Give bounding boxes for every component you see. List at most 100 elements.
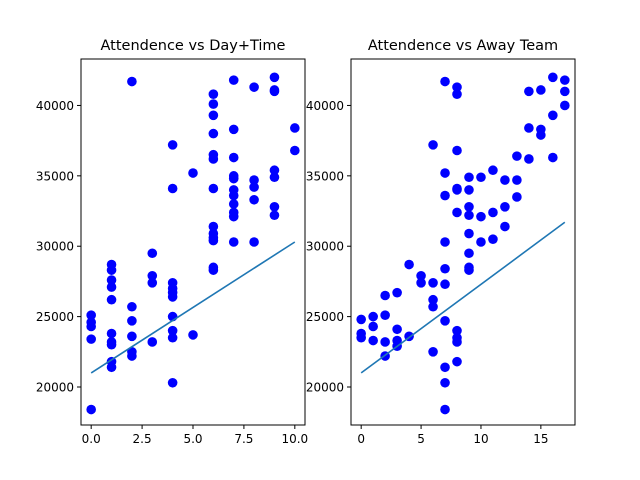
x-tick-label: 10.0 — [281, 432, 308, 446]
y-tick-label: 25000 — [306, 310, 344, 324]
data-point — [208, 128, 219, 139]
data-point — [249, 182, 259, 192]
data-point — [488, 207, 498, 218]
data-point — [167, 332, 178, 343]
data-point — [392, 324, 402, 335]
plot-area: 0 5 10 15 20000 25000 30000 35000 40000 — [306, 58, 576, 446]
data-point — [524, 154, 534, 164]
data-point — [167, 325, 178, 336]
data-point — [188, 168, 198, 178]
data-point — [228, 211, 239, 222]
data-point — [269, 210, 280, 221]
data-point — [106, 328, 117, 339]
data-point — [290, 123, 300, 133]
data-point — [440, 377, 450, 388]
data-point — [127, 301, 137, 312]
data-point — [356, 332, 366, 343]
data-point — [228, 173, 239, 184]
data-point — [512, 192, 522, 202]
data-point — [428, 140, 438, 150]
data-point — [208, 154, 219, 164]
data-point — [147, 248, 158, 259]
data-point — [440, 168, 450, 178]
data-point — [167, 183, 178, 194]
data-point — [524, 86, 534, 97]
data-point — [208, 89, 219, 99]
y-tick-label: 30000 — [306, 240, 344, 254]
data-point — [127, 351, 137, 361]
x-tick-label: 7.5 — [234, 432, 253, 446]
data-point — [147, 337, 158, 347]
data-point — [127, 76, 137, 87]
data-point — [488, 165, 498, 176]
data-point — [548, 110, 558, 121]
y-tick-label: 40000 — [306, 99, 344, 113]
data-point — [452, 82, 462, 92]
data-point — [476, 211, 486, 222]
data-point — [428, 294, 438, 305]
data-point — [440, 237, 450, 247]
data-point — [428, 301, 438, 312]
data-point — [452, 185, 462, 195]
data-point — [208, 110, 219, 121]
data-point — [452, 89, 462, 99]
data-point — [269, 202, 280, 212]
data-point — [228, 124, 239, 135]
data-point — [86, 321, 96, 332]
data-point — [380, 310, 390, 321]
data-point — [106, 362, 117, 373]
data-point — [167, 377, 178, 388]
data-point — [464, 228, 474, 239]
data-point — [106, 339, 117, 350]
data-point — [428, 347, 438, 357]
data-point — [147, 270, 158, 281]
data-point — [452, 337, 462, 347]
data-point — [86, 404, 96, 415]
data-point — [500, 175, 510, 185]
data-point — [147, 278, 158, 288]
data-point — [269, 86, 280, 97]
data-point — [464, 210, 474, 221]
y-tick-label: 20000 — [306, 380, 344, 394]
data-point — [127, 331, 137, 342]
data-point — [452, 145, 462, 156]
data-point — [440, 362, 450, 373]
data-point — [512, 175, 522, 185]
chart-day-time: Attendence vs Day+Time 0.0 2.5 5.0 7.5 10.0 2… — [36, 38, 308, 446]
y-tick-label: 35000 — [306, 169, 344, 183]
data-point — [167, 292, 178, 302]
data-point — [269, 165, 280, 176]
data-point — [464, 202, 474, 212]
data-point — [404, 259, 414, 270]
x-tick-label: 5 — [417, 432, 425, 446]
data-point — [440, 190, 450, 201]
data-point — [500, 202, 510, 212]
data-point — [368, 321, 378, 332]
chart-away-team: Attendence vs Away Team 0 5 10 15 20000 25000… — [306, 38, 576, 446]
data-point — [536, 130, 546, 140]
data-point — [536, 85, 546, 95]
x-tick-label: 0 — [357, 432, 365, 446]
data-point — [249, 175, 259, 185]
data-point — [208, 221, 219, 232]
data-point — [440, 263, 450, 274]
data-point — [416, 270, 426, 281]
data-point — [228, 237, 239, 247]
x-tick-label: 2.5 — [133, 432, 152, 446]
data-point — [127, 316, 137, 326]
data-point — [464, 185, 474, 195]
data-point — [86, 310, 96, 321]
plot-area: 0.0 2.5 5.0 7.5 10.0 20000 25000 30000 35000 4000… — [36, 58, 308, 446]
data-point — [560, 75, 570, 85]
data-point — [167, 140, 178, 150]
data-point — [380, 290, 390, 301]
data-point — [208, 183, 219, 194]
data-point — [208, 265, 219, 275]
x-tick-label: 15 — [533, 432, 548, 446]
data-point — [208, 99, 219, 109]
data-point — [476, 237, 486, 247]
data-point — [249, 82, 259, 92]
y-tick-label: 35000 — [36, 169, 74, 183]
data-point — [228, 152, 239, 163]
